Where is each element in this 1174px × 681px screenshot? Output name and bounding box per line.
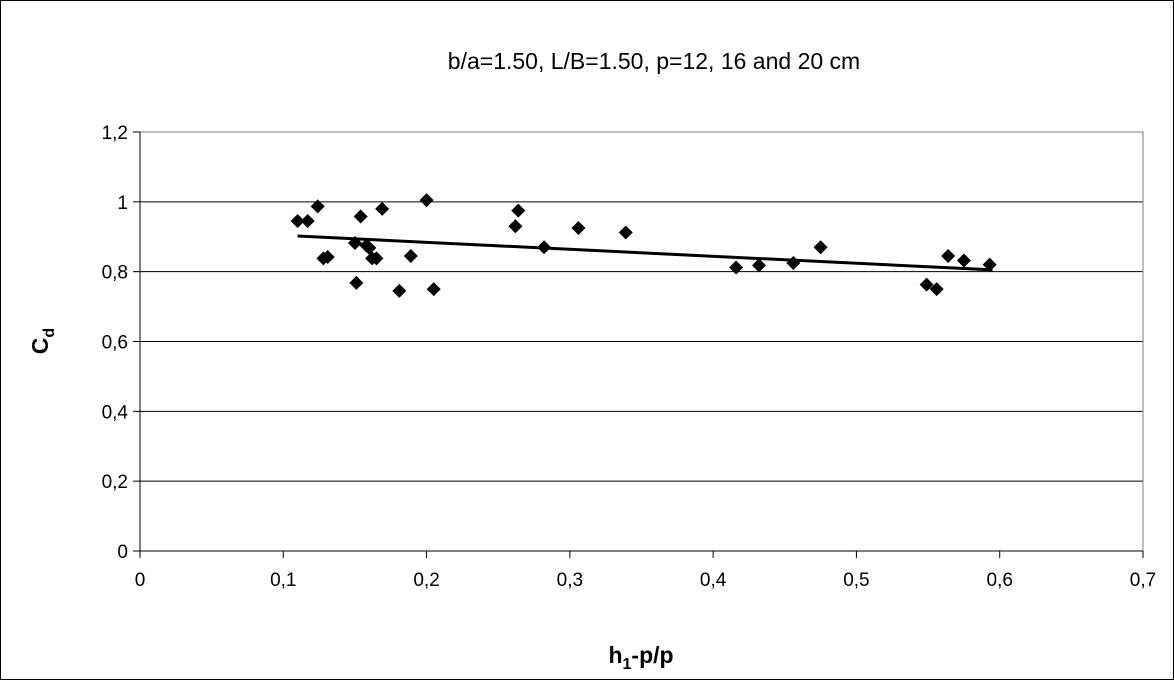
data-point-30 <box>982 257 997 272</box>
data-point-6 <box>349 275 364 290</box>
data-point-28 <box>941 248 956 263</box>
x-axis-label-rest: -p/p <box>631 642 673 668</box>
data-point-18 <box>511 203 526 218</box>
data-point-9 <box>362 240 377 255</box>
y-tick-label-0: 0 <box>117 542 128 563</box>
data-point-13 <box>392 283 407 298</box>
data-point-22 <box>729 260 744 275</box>
data-point-17 <box>508 219 523 234</box>
x-tick-label-2: 0,2 <box>413 570 439 591</box>
data-point-19 <box>537 240 552 255</box>
x-tick-label-0: 0 <box>135 570 146 591</box>
data-point-25 <box>813 240 828 255</box>
data-point-26 <box>919 277 934 292</box>
data-point-23 <box>751 258 766 273</box>
data-point-15 <box>419 193 434 208</box>
data-point-5 <box>347 236 362 251</box>
data-point-14 <box>403 248 418 263</box>
data-point-1 <box>300 214 315 229</box>
axes <box>133 131 1144 558</box>
x-tick-label-7: 0,7 <box>1130 570 1156 591</box>
data-point-12 <box>375 201 390 216</box>
y-tick-label-4: 0,8 <box>102 263 128 284</box>
data-point-11 <box>369 251 384 266</box>
data-point-2 <box>310 199 325 214</box>
grid-lines <box>140 131 1143 482</box>
y-tick-label-5: 1 <box>117 193 128 214</box>
y-axis-label: Cd <box>27 328 58 354</box>
data-points <box>290 193 997 298</box>
data-point-21 <box>618 225 633 240</box>
data-point-29 <box>956 253 971 268</box>
x-tick-label-1: 0,1 <box>270 570 296 591</box>
y-tick-label-1: 0,2 <box>102 472 128 493</box>
data-point-7 <box>353 209 368 224</box>
x-tick-label-6: 0,6 <box>987 570 1013 591</box>
x-tick-label-4: 0,4 <box>700 570 727 591</box>
y-tick-label-3: 0,6 <box>102 333 128 354</box>
trendline <box>297 234 993 272</box>
tick-labels: 0 0,2 0,4 0,6 0,8 1 1,2 0 0,1 0,2 0,3 0,4 0,5 0,6 0,7 <box>102 123 1157 591</box>
chart-title: b/a=1.50, L/B=1.50, p=12, 16 and 20 cm <box>448 48 860 74</box>
y-axis-label-sub: d <box>41 328 58 338</box>
data-point-20 <box>571 221 586 236</box>
y-tick-label-2: 0,4 <box>102 402 129 423</box>
x-axis-label-main: h <box>608 642 622 668</box>
data-point-16 <box>426 282 441 297</box>
data-point-24 <box>786 255 801 270</box>
data-point-4 <box>320 250 335 265</box>
data-point-27 <box>929 282 944 297</box>
x-axis-label-sub: 1 <box>623 656 632 673</box>
y-tick-label-6: 1,2 <box>102 123 128 144</box>
x-axis-label: h1-p/p <box>608 642 673 673</box>
y-axis-label-main: C <box>27 338 53 355</box>
data-point-0 <box>290 214 305 229</box>
x-tick-label-5: 0,5 <box>843 570 869 591</box>
x-tick-label-3: 0,3 <box>557 570 583 591</box>
